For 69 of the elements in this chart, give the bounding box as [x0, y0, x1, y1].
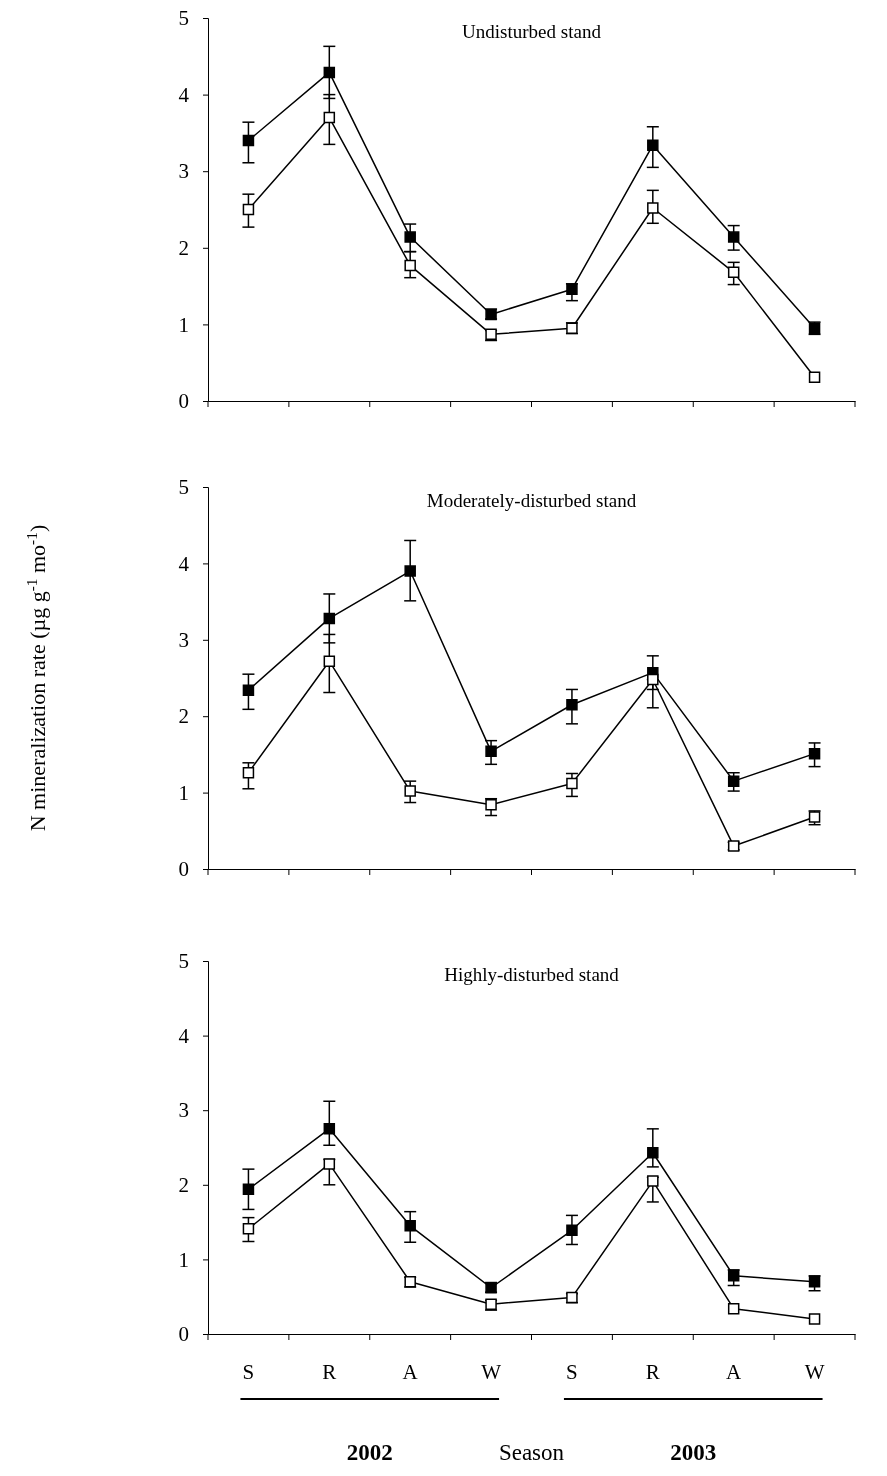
y-tick-label: 0 — [178, 389, 189, 414]
point — [808, 371, 821, 383]
point — [323, 1123, 336, 1135]
x-tick-label: A — [402, 1359, 419, 1384]
x-tick-label: A — [726, 1359, 743, 1384]
point — [242, 203, 255, 216]
point — [647, 1175, 659, 1187]
point — [404, 565, 416, 577]
point — [242, 1183, 255, 1196]
x-tick-label: W — [804, 1359, 825, 1384]
point — [323, 66, 336, 79]
chart-title: Undisturbed stand — [462, 21, 602, 42]
x-tick-label: R — [645, 1359, 660, 1384]
point — [727, 1302, 740, 1315]
y-tick-label: 5 — [178, 949, 189, 974]
point — [647, 139, 659, 151]
y-tick-label: 4 — [178, 1023, 190, 1048]
y-tick-label: 5 — [178, 475, 189, 500]
y-tick-label: 0 — [178, 857, 189, 882]
point — [808, 1313, 821, 1325]
y-tick-label: 2 — [178, 236, 189, 261]
y-tick-label: 3 — [178, 628, 189, 653]
point — [808, 747, 821, 760]
point — [808, 1276, 821, 1288]
point — [242, 1223, 255, 1235]
point — [404, 231, 416, 243]
point — [727, 775, 740, 787]
y-tick-label: 1 — [178, 780, 189, 805]
point — [404, 1220, 416, 1232]
x-tick-label: S — [566, 1359, 578, 1384]
point — [566, 777, 578, 790]
point — [727, 1270, 740, 1282]
x-tick-label: W — [481, 1359, 502, 1384]
y-tick-label: 4 — [178, 82, 190, 107]
x-tick-label: R — [322, 1359, 337, 1384]
point — [323, 111, 336, 124]
point — [566, 698, 578, 711]
point — [485, 799, 497, 811]
text: 2002 — [346, 1440, 393, 1465]
point — [485, 745, 497, 758]
chart-title: Moderately-disturbed stand — [426, 490, 637, 511]
point — [647, 202, 659, 214]
point — [242, 134, 255, 147]
point — [727, 266, 740, 279]
x-tick-label: S — [242, 1359, 255, 1384]
point — [323, 612, 336, 625]
point — [323, 655, 336, 667]
y-tick-label: 1 — [178, 312, 189, 337]
y-tick-label: 0 — [178, 1322, 189, 1347]
y-tick-label: 2 — [178, 704, 189, 729]
point — [242, 766, 255, 779]
x-axis-title: Season — [498, 1440, 565, 1465]
y-tick-label: 3 — [178, 1098, 189, 1123]
point — [404, 259, 416, 272]
y-tick-label: 3 — [178, 159, 189, 184]
point — [404, 785, 416, 797]
point — [566, 283, 578, 295]
text: 2003 — [670, 1440, 717, 1465]
y-tick-label: 5 — [178, 6, 189, 31]
chart-title: Highly-disturbed stand — [444, 964, 620, 985]
point — [566, 1224, 578, 1237]
point — [647, 673, 659, 686]
y-tick-label: 1 — [178, 1247, 189, 1272]
point — [242, 684, 255, 696]
y-tick-label: 4 — [178, 551, 190, 576]
y-tick-label: 2 — [178, 1173, 189, 1198]
point — [323, 1158, 336, 1170]
point — [727, 231, 740, 243]
point — [647, 1146, 659, 1159]
